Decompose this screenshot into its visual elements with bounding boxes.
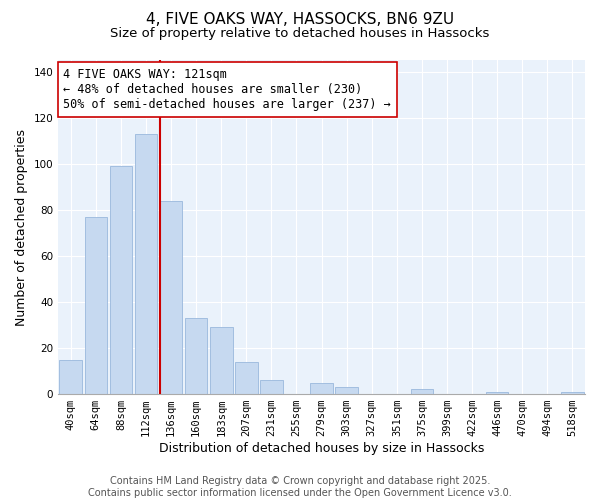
Bar xyxy=(210,328,233,394)
Bar xyxy=(260,380,283,394)
Bar xyxy=(561,392,584,394)
Bar xyxy=(85,216,107,394)
Text: Contains HM Land Registry data © Crown copyright and database right 2025.
Contai: Contains HM Land Registry data © Crown c… xyxy=(88,476,512,498)
Bar xyxy=(235,362,257,394)
Y-axis label: Number of detached properties: Number of detached properties xyxy=(15,128,28,326)
Text: Size of property relative to detached houses in Hassocks: Size of property relative to detached ho… xyxy=(110,28,490,40)
Bar xyxy=(185,318,208,394)
Bar xyxy=(160,200,182,394)
Text: 4 FIVE OAKS WAY: 121sqm
← 48% of detached houses are smaller (230)
50% of semi-d: 4 FIVE OAKS WAY: 121sqm ← 48% of detache… xyxy=(64,68,391,112)
Bar xyxy=(486,392,508,394)
Bar xyxy=(410,390,433,394)
Bar xyxy=(110,166,132,394)
Text: 4, FIVE OAKS WAY, HASSOCKS, BN6 9ZU: 4, FIVE OAKS WAY, HASSOCKS, BN6 9ZU xyxy=(146,12,454,28)
Bar xyxy=(335,387,358,394)
Bar xyxy=(134,134,157,394)
Bar xyxy=(59,360,82,394)
Bar xyxy=(310,382,333,394)
X-axis label: Distribution of detached houses by size in Hassocks: Distribution of detached houses by size … xyxy=(159,442,484,455)
